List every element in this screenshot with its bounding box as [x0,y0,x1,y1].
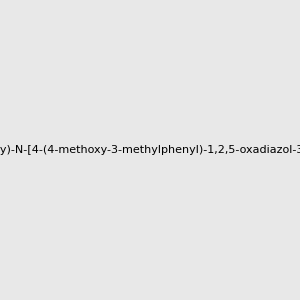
Text: 2-(4-ethylphenoxy)-N-[4-(4-methoxy-3-methylphenyl)-1,2,5-oxadiazol-3-yl]propanam: 2-(4-ethylphenoxy)-N-[4-(4-methoxy-3-met… [0,145,300,155]
